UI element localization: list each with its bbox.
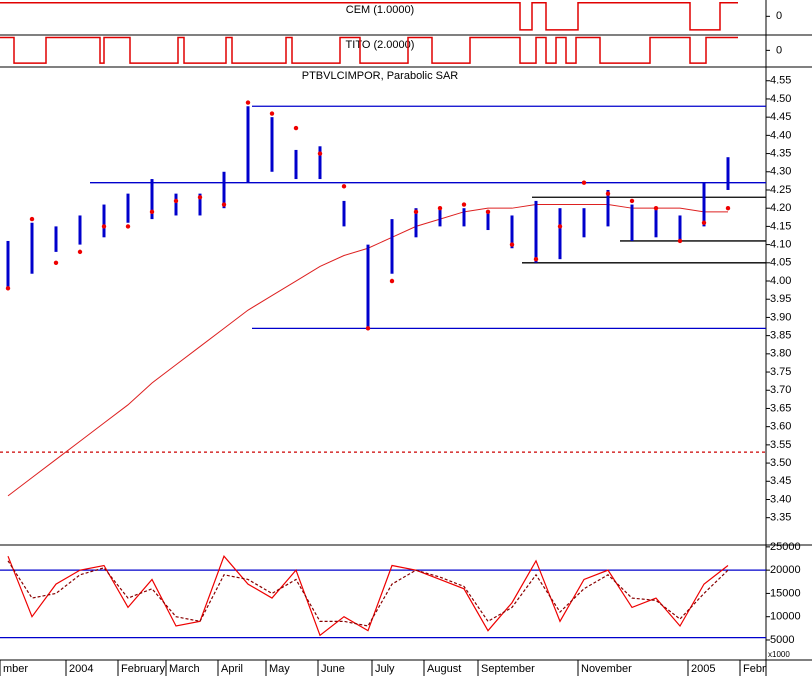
oscillator-line [7,560,729,627]
y-tick-label: 4.30 [770,166,791,178]
sar-dot [125,224,131,229]
x-tick-label: 2005 [691,663,715,675]
y-tick-label: 4.00 [770,275,791,287]
x-tick-label: April [221,663,243,675]
y-tick-label: 4.25 [770,184,791,196]
sar-dot [341,184,347,189]
x-tick-label: June [321,663,345,675]
sar-dot [629,198,635,204]
y-tick-label: 3.40 [770,493,791,505]
y-tick-label: 3.75 [770,366,791,378]
sar-dot [77,249,83,255]
y-tick-label: 4.05 [770,257,791,269]
y-tick-label: 0 [776,10,782,22]
y-tick-label: 4.40 [770,129,791,141]
sar-dot [389,278,395,284]
sar-dot [437,205,443,211]
y-tick-label: 3.45 [770,475,791,487]
y-tick-label: 3.65 [770,402,791,414]
y-tick-label: 4.45 [770,111,791,123]
panel-title: TITO (2.0000) [346,39,415,51]
x-tick-label: 2004 [69,663,93,675]
x-tick-label: August [427,663,461,675]
y-tick-label: 3.60 [770,421,791,433]
sar-dot [677,238,683,244]
sar-dot [173,198,179,204]
unit-label: x1000 [768,650,790,659]
sar-dot [317,151,323,156]
step-line [0,1,738,31]
y-tick-label: 4.55 [770,75,791,87]
y-tick-label: 4.10 [770,239,791,251]
y-tick-label: 0 [776,44,782,56]
x-tick-label: February [121,663,166,675]
sar-dot [29,216,35,222]
y-tick-label: 3.35 [770,512,791,524]
y-tick-label: 3.85 [770,330,791,342]
sar-dot [533,256,539,262]
y-tick-label: 15000 [770,587,801,599]
sar-dot [653,205,659,211]
sar-dot [725,205,731,211]
sar-dot [605,191,611,196]
sar-dot [5,286,11,291]
sar-dot [293,125,299,131]
sar-dot [701,220,707,225]
y-tick-label: 10000 [770,611,801,623]
x-tick-label: September [481,663,535,675]
sar-dot [461,202,467,207]
y-tick-label: 3.55 [770,439,791,451]
y-tick-label: 3.80 [770,348,791,360]
sar-dot [149,209,155,215]
y-tick-label: 3.70 [770,384,791,396]
sar-dot [509,242,515,247]
y-tick-label: 4.50 [770,93,791,105]
oscillator-line [7,555,729,637]
sar-dot [485,209,491,215]
y-tick-label: 4.15 [770,220,791,232]
sar-dot [197,195,203,200]
sar-dot [101,224,107,229]
sar-dot [269,111,275,116]
sar-dot [413,209,419,215]
y-tick-label: 20000 [770,564,801,576]
x-tick-label: May [269,663,290,675]
x-tick-label: November [581,663,632,675]
x-tick-label: March [169,663,200,675]
panel-title: CEM (1.0000) [346,4,414,16]
y-tick-label: 3.50 [770,457,791,469]
y-tick-label: 5000 [770,634,794,646]
y-tick-label: 3.90 [770,311,791,323]
y-tick-label: 4.35 [770,147,791,159]
x-tick-label: Febr [743,663,766,675]
x-tick-label: mber [3,663,28,675]
step-line [0,36,738,64]
y-tick-label: 4.20 [770,202,791,214]
sar-dot [581,180,587,185]
sar-dot [365,326,371,331]
y-tick-label: 25000 [770,541,801,553]
x-tick-label: July [375,663,395,675]
sar-dot [557,224,563,229]
sar-dot [245,100,251,105]
sar-dot [221,202,227,207]
panel-title: PTBVLCIMPOR, Parabolic SAR [302,70,459,82]
sar-dot [53,260,59,266]
y-tick-label: 3.95 [770,293,791,305]
